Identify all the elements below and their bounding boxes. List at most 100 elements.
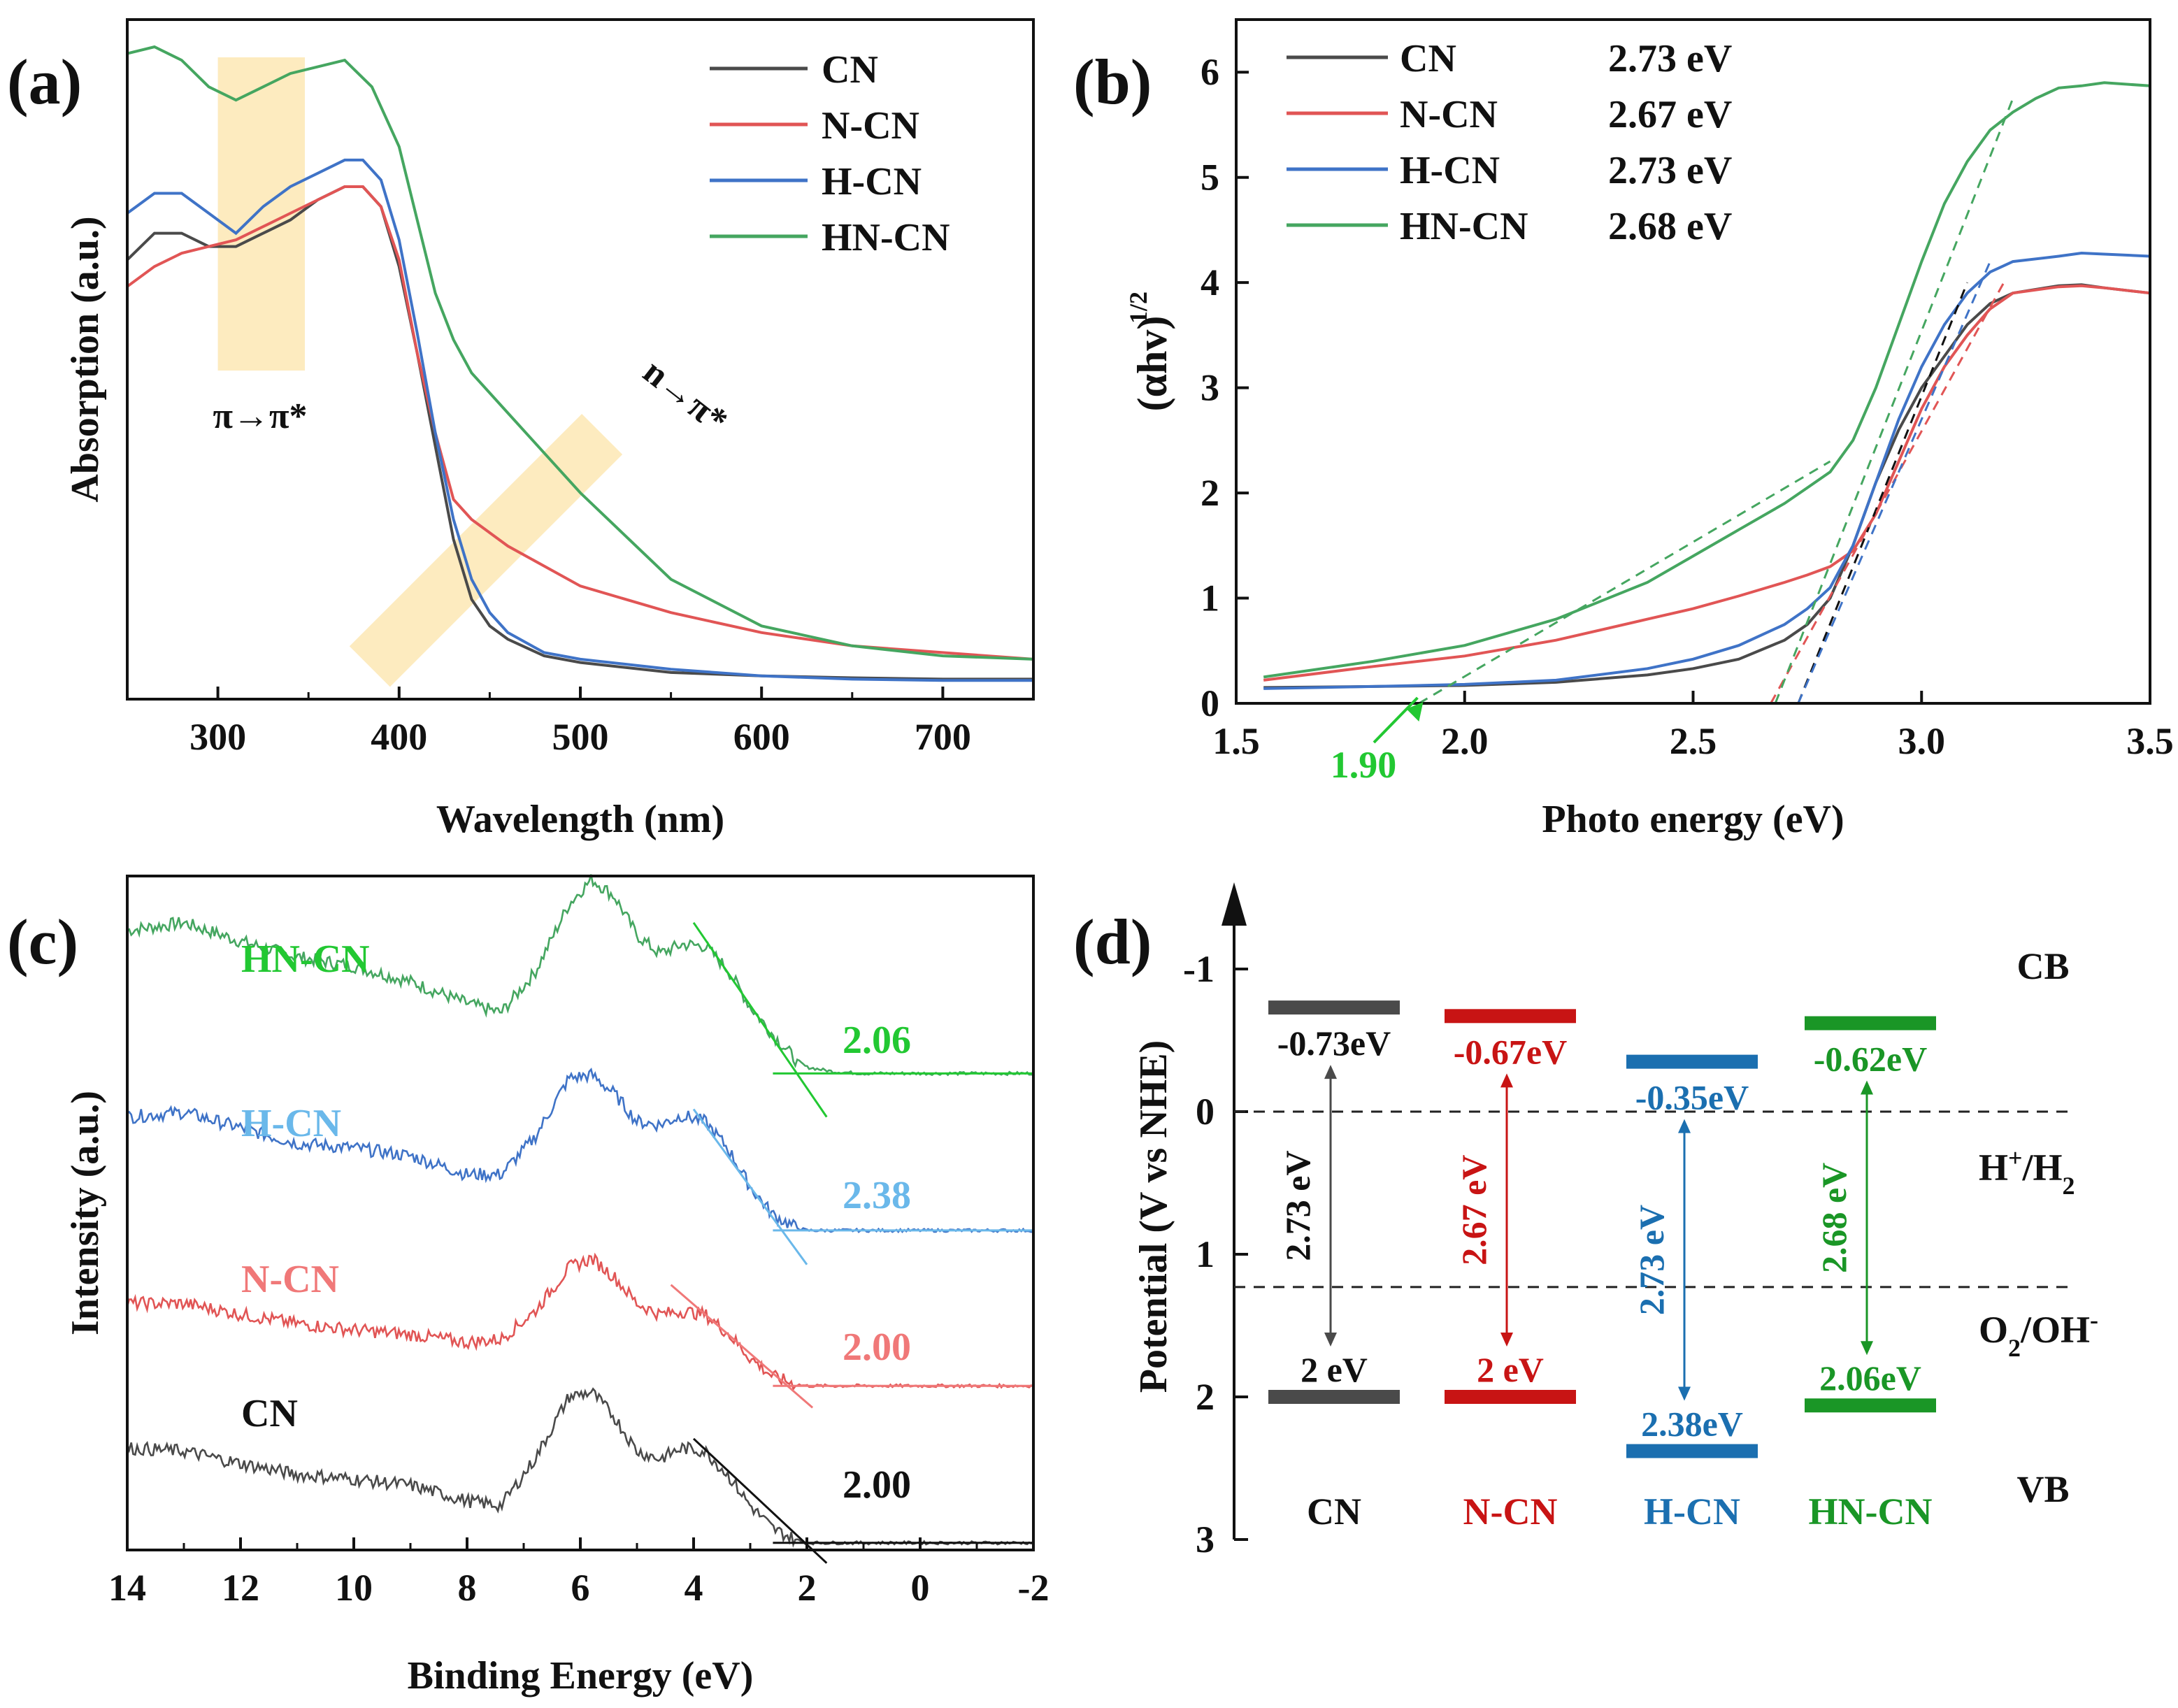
y-tick-label: 3 [1196, 1519, 1215, 1560]
gap-arrowhead-top-H-CN [1678, 1119, 1691, 1133]
series-label-HN-CN: HN-CN [241, 938, 370, 981]
panel-c: HN-CN 2.06 H-CN 2.38 N-CN 2.00 CN 2.00 14 12 10 8 6 4… [7, 874, 1049, 1698]
y-tick-label: 2 [1196, 1376, 1215, 1418]
cb-bar-H-CN [1626, 1054, 1758, 1069]
x-tick-label: 600 [733, 716, 790, 758]
onset-value-CN: 2.00 [843, 1463, 911, 1507]
onset-value-H-CN: 2.38 [843, 1174, 911, 1217]
y-tick-label: -1 [1183, 948, 1215, 990]
x-tick-label: 700 [915, 716, 971, 758]
x-tick-label: 14 [108, 1567, 146, 1609]
y-axis-title-sup: 1/2 [1124, 292, 1152, 324]
x-tick-label: 0 [911, 1567, 930, 1609]
panel-a: 300 400 500 600 700 Wavelength (nm) Absorption… [7, 18, 1035, 841]
cb-value-N-CN: -0.67eV [1454, 1032, 1567, 1071]
gap-arrowhead-bottom-N-CN [1500, 1333, 1513, 1347]
category-label-N-CN: N-CN [1463, 1491, 1558, 1533]
legend-value-H-CN: 2.73 eV [1608, 149, 1732, 192]
vb-value-HN-CN: 2.06eV [1819, 1358, 1921, 1398]
reference-label-part: - [2090, 1306, 2098, 1334]
annotation-pi-pi: π→π* [213, 396, 308, 436]
series-line-CN [1263, 283, 2151, 689]
x-tick-label: 2.0 [1441, 720, 1489, 762]
x-tick-label: 3.5 [2126, 720, 2174, 762]
gap-arrowhead-top-HN-CN [1861, 1080, 1873, 1095]
vb-value-H-CN: 2.38eV [1641, 1405, 1743, 1444]
panel-label: (c) [7, 906, 78, 977]
vb-bar-H-CN [1626, 1444, 1758, 1458]
reference-label-part: /H [2022, 1147, 2063, 1189]
vb-value-N-CN: 2 eV [1477, 1350, 1544, 1389]
panel-label: (b) [1073, 46, 1152, 117]
onset-value-N-CN: 2.00 [843, 1326, 911, 1369]
x-tick-label: 400 [371, 716, 427, 758]
x-tick-label: 2 [798, 1567, 817, 1609]
legend-value-N-CN: 2.67 eV [1608, 93, 1732, 136]
series-line-N-CN [126, 185, 1034, 661]
vb-label: VB [2016, 1468, 2069, 1510]
panel-label: (d) [1073, 906, 1152, 977]
series-line-HN-CN [1263, 81, 2151, 679]
cb-value-H-CN: -0.35eV [1635, 1078, 1749, 1117]
panel-label: (a) [7, 46, 82, 117]
cb-bar-N-CN [1445, 1009, 1576, 1024]
gap-arrowhead-bottom-HN-CN [1861, 1341, 1873, 1356]
series-label-CN: CN [241, 1392, 298, 1435]
y-axis-arrow [1221, 882, 1247, 926]
gap-arrowhead-bottom-CN [1324, 1333, 1337, 1347]
y-tick-label: 3 [1201, 367, 1219, 409]
x-tick-label: 3.0 [1898, 720, 1946, 762]
x-tick-label: 300 [189, 716, 246, 758]
series-line-H-CN [1263, 251, 2151, 690]
reference-label-oxygen: O2/OH- [1979, 1306, 2098, 1362]
x-tick-label: 1.5 [1212, 720, 1260, 762]
legend-label-CN: CN [1400, 37, 1456, 80]
y-axis-title: Intensity (a.u.) [64, 1091, 107, 1335]
onset-value-HN-CN: 2.06 [843, 1019, 911, 1062]
legend-label-HN-CN: HN-CN [822, 216, 950, 259]
vb-value-CN: 2 eV [1301, 1350, 1368, 1389]
category-label-CN: CN [1307, 1491, 1361, 1533]
tangent-line-H-CN-2 [1797, 261, 1991, 704]
legend-value-HN-CN: 2.68 eV [1608, 205, 1732, 248]
annotation-arrowhead [1406, 702, 1424, 722]
reference-label-part: + [2008, 1144, 2023, 1172]
legend-label-H-CN: H-CN [822, 160, 922, 203]
y-tick-label: 1 [1201, 577, 1219, 619]
cb-value-HN-CN: -0.62eV [1814, 1040, 1927, 1079]
tangent-HN-CN [692, 921, 828, 1118]
series-line-HN-CN [127, 45, 1034, 661]
legend-label-HN-CN: HN-CN [1400, 205, 1528, 248]
cb-value-CN: -0.73eV [1277, 1024, 1391, 1063]
reference-label-part: /OH [2020, 1309, 2090, 1351]
tangent-N-CN [670, 1284, 814, 1409]
y-axis-title: (αhv) [1129, 316, 1175, 412]
gap-value-N-CN: 2.67 eV [1454, 1155, 1493, 1265]
legend-label-N-CN: N-CN [822, 104, 919, 148]
panel-b: 1.5 2.0 2.5 3.0 3.5 0 1 2 3 4 5 6 Photo energy (eV) (… [1073, 18, 2174, 841]
reference-label-part: O [1979, 1309, 2008, 1351]
reference-label-hydrogen: H+/H2 [1979, 1144, 2075, 1200]
n-pi-region [349, 414, 623, 687]
legend-label-N-CN: N-CN [1400, 93, 1498, 136]
gap-value-CN: 2.73 eV [1278, 1150, 1317, 1261]
annotation-1-90: 1.90 [1331, 744, 1397, 786]
cb-bar-HN-CN [1805, 1016, 1936, 1031]
vb-bar-HN-CN [1805, 1398, 1936, 1413]
gap-arrowhead-top-CN [1324, 1065, 1337, 1079]
x-tick-label: 8 [458, 1567, 477, 1609]
legend-label-CN: CN [822, 48, 878, 92]
x-axis-title: Binding Energy (eV) [408, 1654, 754, 1698]
y-tick-label: 6 [1201, 51, 1219, 93]
reference-label-part: H [1979, 1147, 2008, 1189]
x-tick-label: 4 [685, 1567, 703, 1609]
y-tick-label: 0 [1196, 1091, 1215, 1133]
cb-label: CB [2016, 945, 2069, 987]
y-tick-label: 2 [1201, 472, 1219, 514]
x-tick-label: 12 [222, 1567, 259, 1609]
x-axis-title: Wavelength (nm) [436, 798, 724, 841]
annotation-n-pi: n→π* [636, 352, 735, 441]
series-label-N-CN: N-CN [241, 1258, 339, 1301]
x-axis-title: Photo energy (eV) [1542, 798, 1844, 841]
